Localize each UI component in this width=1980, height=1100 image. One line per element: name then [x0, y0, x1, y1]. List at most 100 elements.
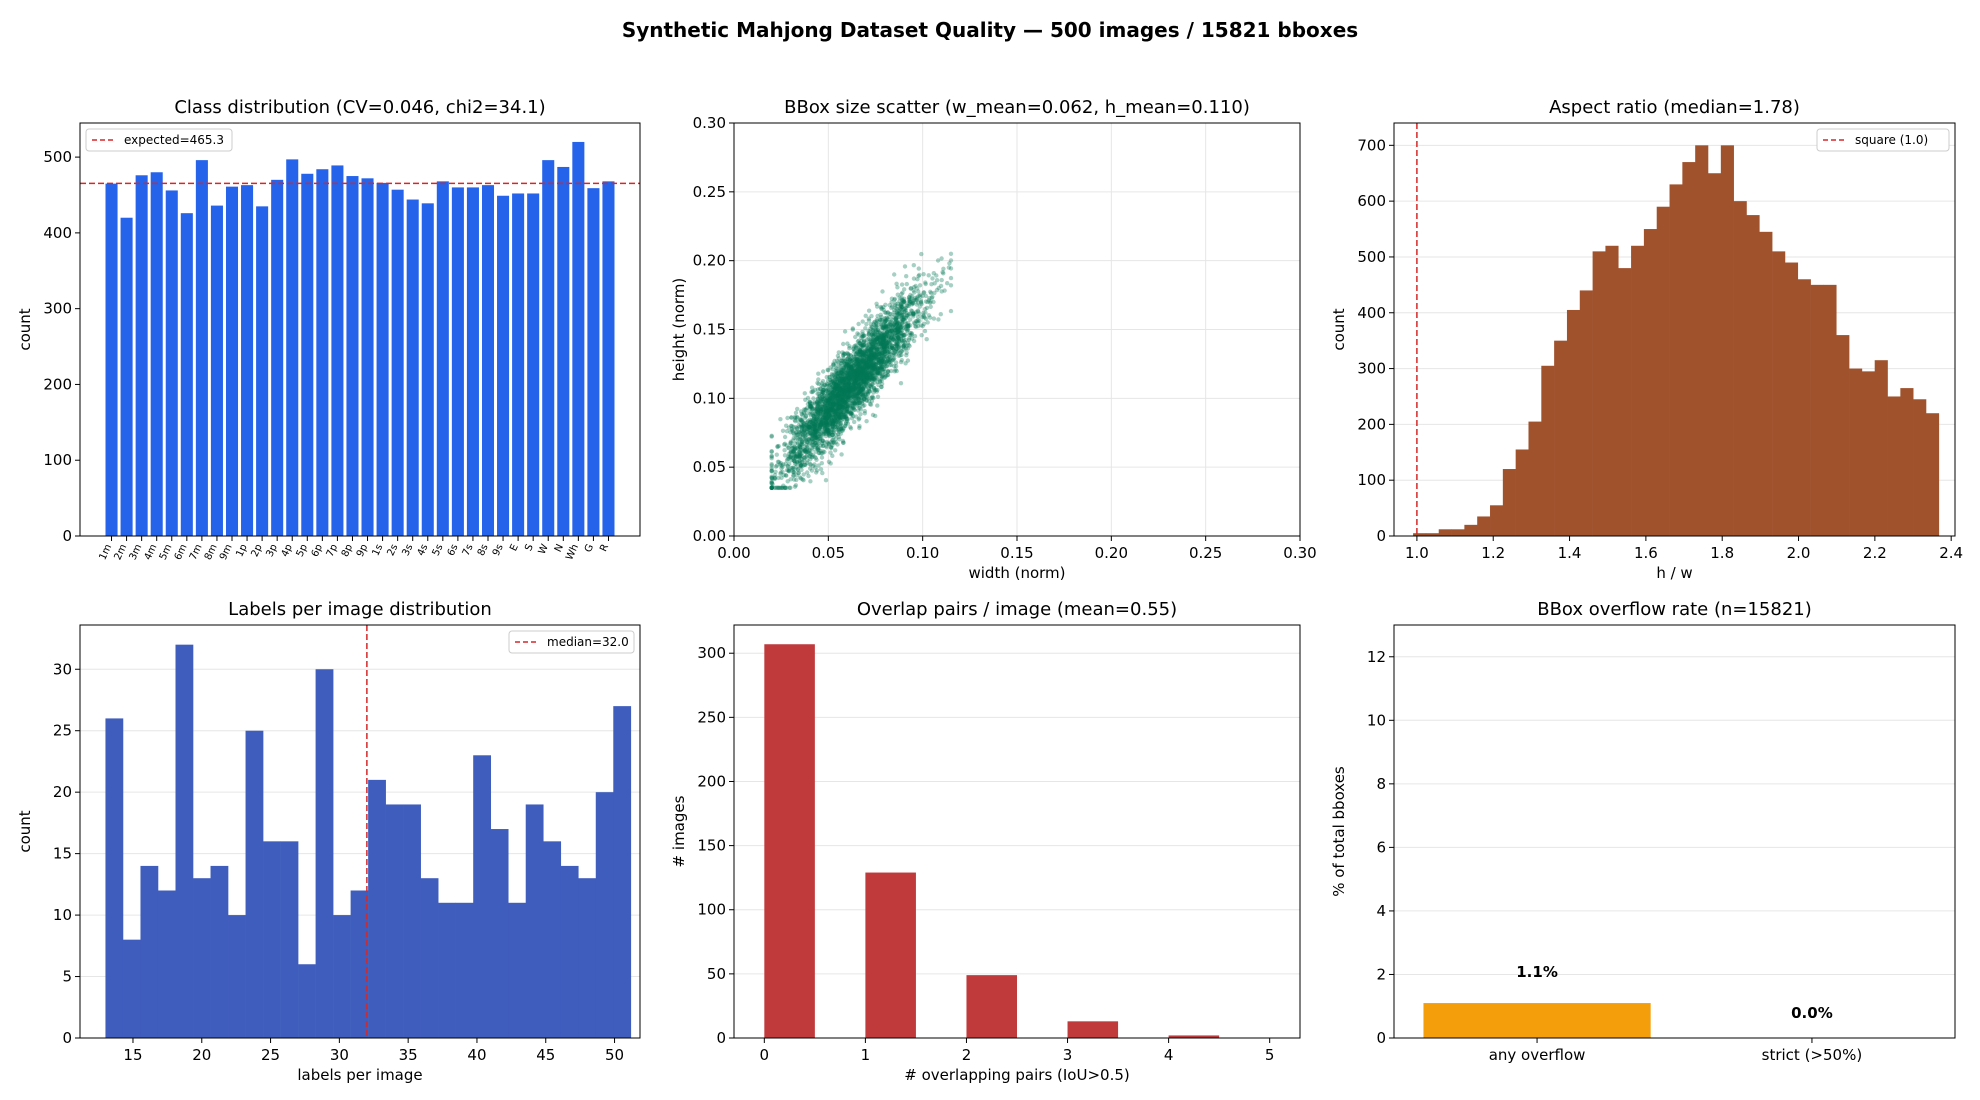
scatter-point	[906, 303, 911, 309]
scatter-point	[844, 407, 849, 412]
scatter-point	[878, 318, 883, 323]
overflow-ytick-label: 0	[1376, 1029, 1386, 1047]
scatter-point	[834, 389, 840, 394]
scatter-point	[871, 350, 876, 356]
scatter-point	[869, 358, 874, 363]
scatter-point	[839, 428, 844, 433]
scatter-point	[832, 393, 837, 398]
scatter-point	[828, 414, 833, 419]
scatter-point	[851, 344, 857, 349]
scatter-point	[873, 340, 878, 346]
scatter-point	[904, 281, 909, 287]
scatter-point	[808, 426, 813, 431]
scatter-point	[881, 347, 886, 352]
scatter-point	[804, 420, 809, 426]
scatter-point	[861, 392, 866, 397]
class-xtick-label: 3p	[265, 543, 280, 559]
scatter-point	[836, 427, 841, 433]
scatter-point	[778, 460, 783, 466]
scatter-point	[854, 390, 860, 396]
scatter-point	[860, 367, 866, 373]
labels-ylabel: count	[16, 810, 34, 852]
scatter-point	[812, 431, 818, 437]
scatter-point	[805, 423, 810, 428]
scatter-point	[898, 331, 904, 336]
scatter-point	[794, 473, 799, 478]
scatter-point	[896, 308, 901, 313]
scatter-point	[890, 337, 896, 342]
scatter-point	[778, 485, 783, 490]
scatter-point	[890, 346, 896, 351]
scatter-point	[854, 394, 860, 399]
scatter-point	[849, 382, 854, 387]
scatter-point	[793, 455, 799, 460]
scatter-point	[847, 374, 852, 380]
scatter-point	[870, 365, 875, 371]
scatter-point	[808, 403, 814, 409]
scatter-point	[837, 409, 843, 415]
scatter-point	[859, 376, 864, 381]
scatter-point	[834, 402, 839, 407]
aspect-xtick-label: 1.8	[1710, 544, 1734, 562]
scatter-point	[839, 402, 844, 407]
scatter-point	[809, 431, 814, 437]
scatter-point	[856, 366, 862, 371]
scatter-point	[926, 313, 932, 318]
scatter-point	[857, 386, 862, 392]
scatter-point	[883, 342, 888, 347]
scatter-point	[882, 349, 887, 355]
scatter-point	[874, 317, 880, 322]
scatter-point	[845, 399, 850, 404]
scatter-point	[838, 400, 844, 405]
scatter-point	[883, 325, 889, 330]
scatter-point	[920, 293, 925, 299]
scatter-point	[834, 384, 839, 389]
scatter-point	[829, 379, 834, 385]
scatter-point	[835, 373, 841, 378]
aspect-xlabel: h / w	[1656, 564, 1692, 582]
scatter-point	[813, 428, 819, 433]
class-bar	[451, 187, 464, 536]
scatter-point	[862, 369, 868, 374]
scatter-point	[784, 485, 789, 490]
scatter-point	[820, 407, 825, 412]
scatter-point	[846, 367, 851, 372]
scatter-point	[840, 404, 846, 410]
scatter-point	[868, 343, 874, 349]
scatter-point	[857, 349, 863, 354]
scatter-point	[806, 473, 811, 479]
scatter-point	[865, 375, 870, 381]
scatter-point	[831, 420, 836, 426]
scatter-point	[791, 469, 796, 475]
scatter-point	[833, 402, 838, 407]
scatter-point	[801, 411, 807, 416]
scatter-point	[858, 386, 863, 392]
scatter-point	[869, 382, 875, 387]
scatter-point	[796, 419, 801, 424]
scatter-point	[860, 389, 866, 395]
scatter-point	[842, 383, 847, 388]
scatter-point	[863, 364, 868, 370]
scatter-point	[837, 415, 843, 421]
scatter-point	[849, 380, 854, 385]
scatter-point	[826, 408, 831, 413]
scatter-point	[847, 360, 852, 365]
overlap-xtick-label: 1	[861, 1046, 871, 1064]
scatter-point	[841, 361, 847, 366]
scatter-point	[898, 325, 903, 330]
class-bar	[376, 182, 389, 536]
scatter-point	[857, 370, 863, 375]
scatter-point	[799, 411, 804, 417]
scatter-point	[884, 329, 890, 335]
scatter-point	[858, 373, 863, 378]
scatter-point	[830, 425, 836, 430]
class-xtick-label: 4m	[143, 543, 160, 562]
scatter-point	[839, 390, 845, 396]
scatter-point	[840, 372, 846, 377]
scatter-point	[835, 406, 841, 412]
aspect-bin	[1592, 251, 1606, 536]
scatter-point	[782, 448, 787, 453]
scatter-point	[855, 373, 860, 379]
scatter-point	[822, 400, 828, 405]
scatter-point	[881, 339, 886, 345]
